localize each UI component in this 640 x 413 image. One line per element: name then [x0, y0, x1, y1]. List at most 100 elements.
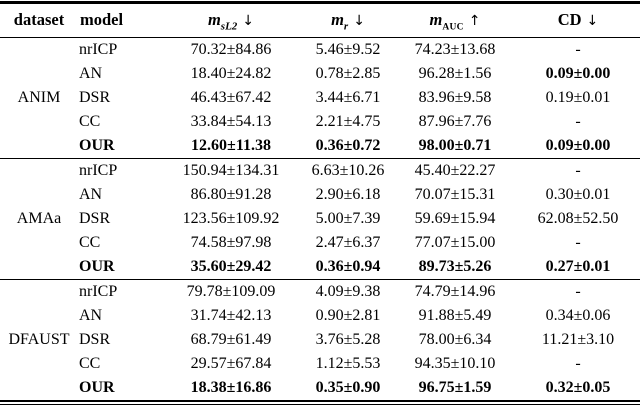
- msl2-cell: 68.79±61.49: [190, 330, 272, 348]
- col-header-model: model: [78, 3, 160, 38]
- table-row: ANIM nrICP 70.32±84.86 5.46±9.52 74.23±1…: [0, 37, 640, 106]
- results-table: dataset model msL2 ↓ mr ↓ mAUC ↑ CD ↓ ANIM n…: [0, 3, 640, 400]
- cd-cell: -: [575, 354, 581, 372]
- msl2-cell: 46.43±67.42: [190, 88, 272, 106]
- top-rule: [0, 1, 640, 4]
- table-row: DFAUST nrICP 79.78±109.09 4.09±9.38 74.7…: [0, 278, 640, 400]
- cd-cell: 0.27±0.01: [545, 257, 611, 275]
- msl2-cell: 18.38±16.86: [190, 378, 272, 396]
- mr-cell: 3.44±6.71: [315, 88, 381, 106]
- cd-cell: -: [575, 233, 581, 251]
- model-cell: DSR: [79, 330, 111, 348]
- mauc-cell: 83.96±9.58: [418, 88, 492, 106]
- table-row: OUR 12.60±11.38 0.36±0.72 98.00±0.71 0.0…: [0, 134, 640, 159]
- mauc-cell: 74.23±13.68: [414, 40, 496, 58]
- mr-cell: 0.36±0.72: [315, 136, 381, 154]
- down-arrow-icon: ↓: [242, 13, 255, 29]
- col-header-mauc: mAUC ↑: [394, 3, 516, 38]
- mauc-cell: 96.75±1.59: [418, 378, 492, 396]
- mauc-cell: 87.96±7.76: [418, 112, 492, 130]
- mr-cell: 5.00±7.39: [315, 209, 381, 227]
- msl2-cell: 29.57±67.84: [190, 354, 272, 372]
- table-row: CC 74.58±97.98 2.47±6.37 77.07±15.00 -: [0, 231, 640, 255]
- model-cell: nrICP: [79, 40, 118, 58]
- mr-cell: 2.47±6.37: [315, 233, 381, 251]
- mr-subscript: r: [343, 20, 349, 33]
- model-cell: nrICP: [78, 157, 160, 183]
- cd-cell: 0.32±0.05: [545, 378, 611, 396]
- cd-cell: 0.09±0.00: [545, 136, 611, 154]
- msl2-subscript: sL2: [220, 20, 238, 33]
- dataset-cell: ANIM: [17, 88, 61, 106]
- col-header-mr: mr ↓: [302, 3, 394, 38]
- mr-cell: 6.63±10.26: [302, 157, 394, 183]
- down-arrow-icon: ↓: [586, 13, 599, 29]
- msl2-cell: 70.32±84.86: [190, 40, 272, 58]
- model-cell: nrICP: [78, 278, 160, 304]
- math-m-symbol: m: [429, 10, 443, 29]
- down-arrow-icon: ↓: [353, 13, 365, 29]
- cd-cell: -: [575, 112, 581, 130]
- cd-cell: 11.21±3.10: [541, 330, 615, 348]
- cd-label: CD: [557, 10, 582, 29]
- model-cell: CC: [79, 233, 101, 251]
- mauc-cell: 59.69±15.94: [414, 209, 496, 227]
- mauc-cell: 94.35±10.10: [414, 354, 496, 372]
- mr-cell: 4.09±9.38: [302, 278, 394, 304]
- mr-cell: 5.46±9.52: [315, 40, 381, 58]
- cd-cell: -: [516, 157, 640, 183]
- math-m-symbol: m: [331, 10, 344, 29]
- mauc-subscript: AUC: [442, 22, 464, 33]
- table-row: OUR 35.60±29.42 0.36±0.94 89.73±5.26 0.2…: [0, 255, 640, 280]
- msl2-cell: 12.60±11.38: [191, 136, 271, 154]
- bottom-double-rule: [0, 399, 640, 406]
- model-cell: OUR: [79, 136, 115, 154]
- model-cell: AN: [79, 185, 103, 203]
- mr-cell: 0.35±0.90: [315, 378, 381, 396]
- model-cell: OUR: [79, 257, 115, 275]
- col-header-cd: CD ↓: [516, 3, 640, 38]
- cd-cell: -: [516, 278, 640, 304]
- model-cell: AN: [79, 306, 103, 324]
- model-cell: CC: [79, 112, 101, 130]
- mauc-cell: 78.00±6.34: [418, 330, 492, 348]
- table-row: AN 31.74±42.13 0.90±2.81 91.88±5.49 0.34…: [0, 304, 640, 328]
- cd-cell: 0.09±0.00: [545, 64, 611, 82]
- model-cell: CC: [79, 354, 101, 372]
- msl2-cell: 18.40±24.82: [190, 64, 272, 82]
- mr-cell: 2.90±6.18: [315, 185, 381, 203]
- mr-cell: 0.36±0.94: [315, 257, 381, 275]
- cd-cell: -: [575, 40, 581, 58]
- table-row: AN 86.80±91.28 2.90±6.18 70.07±15.31 0.3…: [0, 183, 640, 207]
- header-row: dataset model msL2 ↓ mr ↓ mAUC ↑ CD ↓: [0, 3, 640, 38]
- mr-cell: 2.21±4.75: [315, 112, 381, 130]
- mauc-cell: 91.88±5.49: [418, 306, 492, 324]
- mauc-cell: 77.07±15.00: [414, 233, 496, 251]
- table-row: AMAa nrICP 150.94±134.31 6.63±10.26 45.4…: [0, 157, 640, 279]
- col-header-dataset: dataset: [0, 3, 78, 38]
- msl2-cell: 74.58±97.98: [190, 233, 272, 251]
- cd-cell: 0.30±0.01: [545, 185, 611, 203]
- mauc-cell: 98.00±0.71: [418, 136, 492, 154]
- mr-cell: 3.76±5.28: [315, 330, 381, 348]
- msl2-cell: 79.78±109.09: [160, 278, 302, 304]
- dataset-cell: DFAUST: [0, 278, 78, 400]
- msl2-cell: 150.94±134.31: [160, 157, 302, 183]
- model-cell: DSR: [79, 209, 111, 227]
- mauc-cell: 96.28±1.56: [418, 64, 492, 82]
- math-m-symbol: m: [207, 10, 221, 29]
- dataset-cell: AMAa: [0, 157, 78, 279]
- table-row: DSR 68.79±61.49 3.76±5.28 78.00±6.34 11.…: [0, 328, 640, 352]
- table-row: DSR 123.56±109.92 5.00±7.39 59.69±15.94 …: [0, 207, 640, 231]
- msl2-cell: 33.84±54.13: [190, 112, 272, 130]
- mauc-cell: 70.07±15.31: [414, 185, 496, 203]
- table-row: CC 33.84±54.13 2.21±4.75 87.96±7.76 -: [0, 110, 640, 134]
- model-cell: DSR: [79, 88, 111, 106]
- col-header-msl2: msL2 ↓: [160, 3, 302, 38]
- mauc-cell: 45.40±22.27: [394, 157, 516, 183]
- mr-cell: 0.78±2.85: [315, 64, 381, 82]
- cd-cell: 0.34±0.06: [545, 306, 611, 324]
- cd-cell: 62.08±52.50: [537, 209, 619, 227]
- model-cell: OUR: [79, 378, 115, 396]
